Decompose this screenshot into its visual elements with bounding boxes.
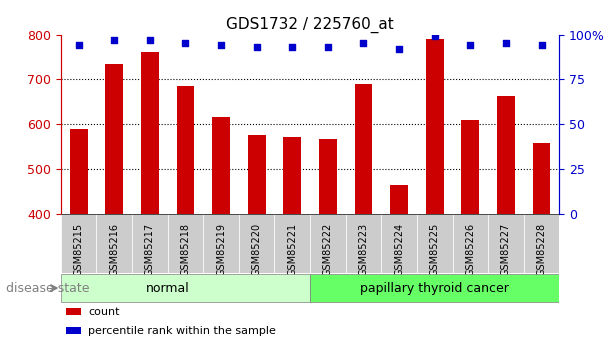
- FancyBboxPatch shape: [310, 274, 559, 302]
- Text: GSM85227: GSM85227: [501, 223, 511, 276]
- Text: GSM85225: GSM85225: [430, 223, 440, 276]
- FancyBboxPatch shape: [97, 214, 132, 273]
- FancyBboxPatch shape: [488, 214, 523, 273]
- Point: [466, 42, 475, 48]
- Text: GSM85226: GSM85226: [465, 223, 475, 276]
- Bar: [497, 96, 515, 214]
- Text: papillary thyroid cancer: papillary thyroid cancer: [361, 282, 509, 295]
- FancyBboxPatch shape: [61, 274, 310, 302]
- Bar: [176, 86, 195, 214]
- Bar: [319, 139, 337, 214]
- Point: [359, 41, 368, 46]
- Text: GSM85216: GSM85216: [109, 223, 119, 276]
- Point: [252, 44, 261, 50]
- Bar: [461, 120, 479, 214]
- Text: GSM85219: GSM85219: [216, 223, 226, 276]
- FancyBboxPatch shape: [168, 214, 203, 273]
- Bar: [105, 64, 123, 214]
- Text: GSM85222: GSM85222: [323, 223, 333, 276]
- Text: count: count: [88, 307, 120, 316]
- Text: GSM85228: GSM85228: [536, 223, 547, 276]
- Point: [288, 44, 297, 50]
- Point: [430, 33, 440, 39]
- FancyBboxPatch shape: [452, 214, 488, 273]
- Title: GDS1732 / 225760_at: GDS1732 / 225760_at: [226, 17, 394, 33]
- Text: GSM85217: GSM85217: [145, 223, 155, 276]
- Bar: [212, 117, 230, 214]
- Bar: [66, 327, 81, 334]
- Text: GSM85221: GSM85221: [287, 223, 297, 276]
- FancyBboxPatch shape: [132, 214, 168, 273]
- FancyBboxPatch shape: [310, 214, 346, 273]
- Point: [501, 41, 511, 46]
- Point: [323, 44, 333, 50]
- Text: GSM85215: GSM85215: [74, 223, 84, 276]
- Point: [181, 41, 190, 46]
- Text: GSM85223: GSM85223: [359, 223, 368, 276]
- Text: GSM85224: GSM85224: [394, 223, 404, 276]
- FancyBboxPatch shape: [61, 214, 97, 273]
- Text: disease state: disease state: [6, 282, 89, 295]
- FancyBboxPatch shape: [346, 214, 381, 273]
- Bar: [354, 84, 372, 214]
- Point: [216, 42, 226, 48]
- FancyBboxPatch shape: [417, 214, 452, 273]
- Bar: [426, 39, 444, 214]
- FancyBboxPatch shape: [523, 214, 559, 273]
- Bar: [390, 185, 408, 214]
- Point: [109, 37, 119, 43]
- Text: normal: normal: [146, 282, 190, 295]
- Text: percentile rank within the sample: percentile rank within the sample: [88, 326, 276, 335]
- Point: [74, 42, 83, 48]
- FancyBboxPatch shape: [274, 214, 310, 273]
- Point: [145, 37, 154, 43]
- Bar: [70, 129, 88, 214]
- FancyBboxPatch shape: [203, 214, 239, 273]
- FancyBboxPatch shape: [381, 214, 417, 273]
- Bar: [66, 308, 81, 315]
- Text: GSM85218: GSM85218: [181, 223, 190, 276]
- Text: GSM85220: GSM85220: [252, 223, 261, 276]
- Bar: [283, 137, 301, 214]
- Bar: [533, 144, 550, 214]
- FancyBboxPatch shape: [239, 214, 274, 273]
- Point: [394, 46, 404, 52]
- Bar: [247, 135, 266, 214]
- Bar: [141, 52, 159, 214]
- Point: [537, 42, 547, 48]
